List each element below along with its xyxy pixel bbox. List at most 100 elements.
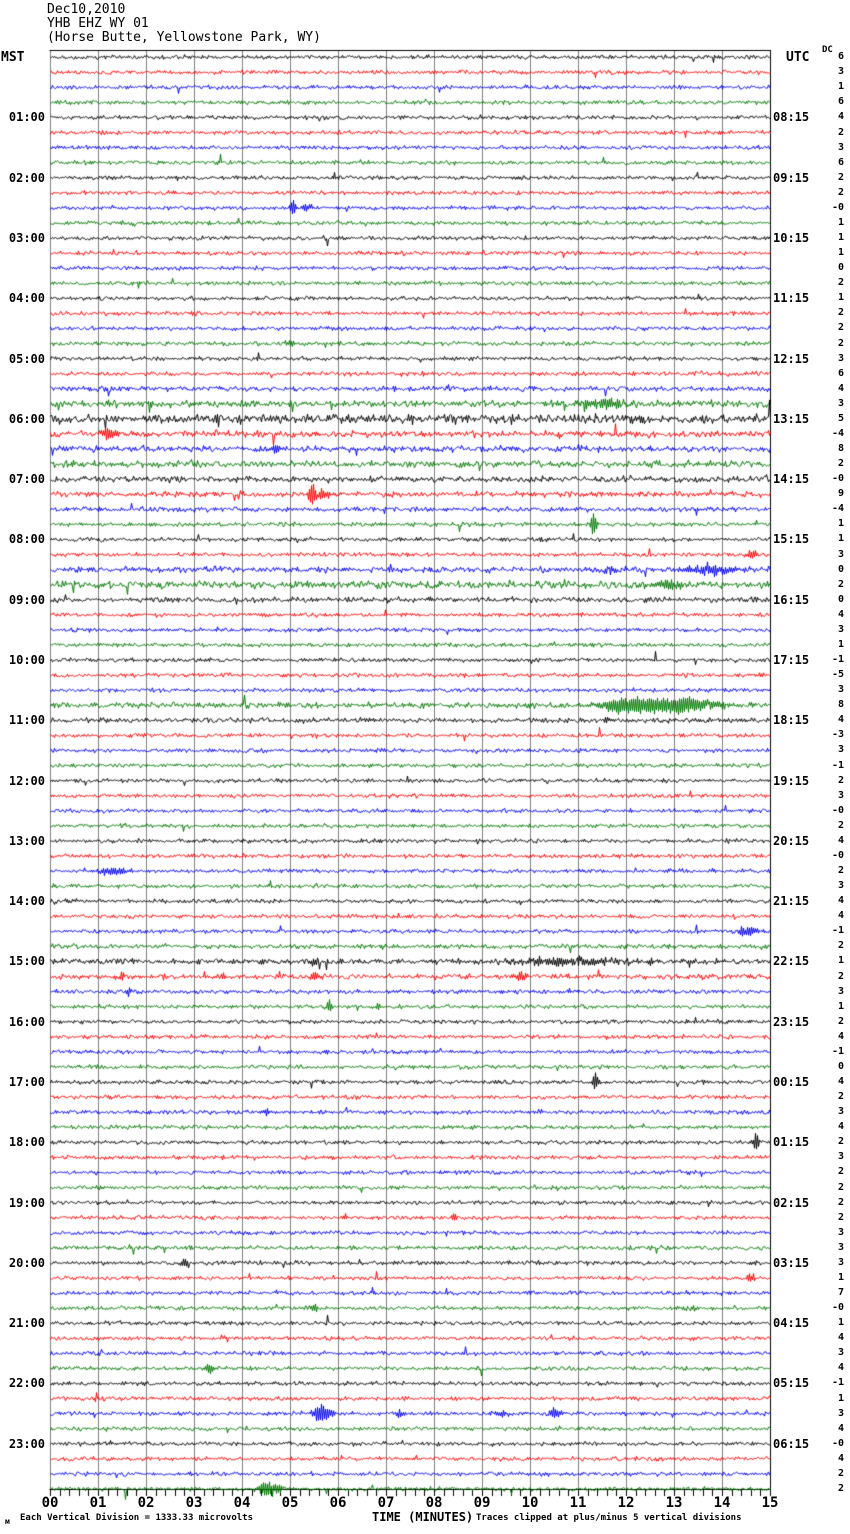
dc-value: 2 <box>837 1467 844 1479</box>
dc-value: 2 <box>837 940 844 952</box>
dc-value: 4 <box>837 834 844 846</box>
dc-value: 3 <box>837 548 844 560</box>
x-tick-label: 15 <box>761 1495 779 1511</box>
dc-value: 2 <box>837 307 844 319</box>
dc-value: 3 <box>837 1106 844 1118</box>
dc-value: 3 <box>837 66 844 78</box>
dc-value: -0 <box>831 804 844 816</box>
corner-mark: м <box>5 1517 10 1526</box>
dc-value: -1 <box>831 1045 844 1057</box>
left-time-label: 18:00 <box>8 1135 45 1150</box>
station-code-title: YHB EHZ WY 01 <box>47 16 149 31</box>
dc-value: 4 <box>837 1030 844 1042</box>
right-time-label: 14:15 <box>773 472 810 487</box>
right-time-label: 12:15 <box>773 351 810 366</box>
dc-value: -1 <box>831 1377 844 1389</box>
dc-value: 3 <box>837 985 844 997</box>
x-tick-label: 11 <box>569 1495 587 1511</box>
dc-value: 1 <box>837 292 844 304</box>
dc-value: 2 <box>837 186 844 198</box>
dc-value: 3 <box>837 352 844 364</box>
dc-value: 2 <box>837 1136 844 1148</box>
left-time-label: 16:00 <box>8 1014 45 1029</box>
x-tick-label: 07 <box>377 1495 395 1511</box>
dc-value: 2 <box>837 126 844 138</box>
dc-value: 1 <box>837 1317 844 1329</box>
dc-value: 4 <box>837 1332 844 1344</box>
dc-value: 6 <box>837 51 844 63</box>
left-time-label: 03:00 <box>8 231 45 246</box>
left-time-label: 01:00 <box>8 110 45 125</box>
dc-value: 4 <box>837 382 844 394</box>
station-location-title: (Horse Butte, Yellowstone Park, WY) <box>47 30 321 45</box>
dc-value: -1 <box>831 925 844 937</box>
dc-value: 3 <box>837 880 844 892</box>
right-time-label: 18:15 <box>773 713 810 728</box>
right-time-label: 22:15 <box>773 954 810 969</box>
dc-value: -4 <box>831 503 844 515</box>
x-tick-label: 08 <box>425 1495 443 1511</box>
dc-value: 8 <box>837 443 844 455</box>
x-tick-label: 03 <box>185 1495 203 1511</box>
left-time-label: 17:00 <box>8 1075 45 1090</box>
right-time-label: 08:15 <box>773 110 810 125</box>
right-time-label: 03:15 <box>773 1255 810 1270</box>
dc-value: -3 <box>831 729 844 741</box>
right-time-label: 10:15 <box>773 231 810 246</box>
right-time-label: 02:15 <box>773 1195 810 1210</box>
left-time-label: 08:00 <box>8 532 45 547</box>
dc-value: -0 <box>831 849 844 861</box>
dc-value: 3 <box>837 1407 844 1419</box>
dc-value: 2 <box>837 1015 844 1027</box>
dc-value: 1 <box>837 1392 844 1404</box>
left-time-label: 12:00 <box>8 773 45 788</box>
dc-value: 2 <box>837 865 844 877</box>
x-tick-label: 01 <box>89 1495 107 1511</box>
date-title: Dec10,2010 <box>47 2 126 17</box>
dc-value: 0 <box>837 1060 844 1072</box>
dc-value: 4 <box>837 895 844 907</box>
dc-value: 2 <box>837 578 844 590</box>
right-time-label: 16:15 <box>773 592 810 607</box>
x-tick-label: 09 <box>473 1495 491 1511</box>
x-tick-label: 04 <box>233 1495 251 1511</box>
right-time-label: 19:15 <box>773 773 810 788</box>
left-time-label: 23:00 <box>8 1436 45 1451</box>
dc-value: 3 <box>837 684 844 696</box>
dc-value: 2 <box>837 1181 844 1193</box>
left-time-label: 07:00 <box>8 472 45 487</box>
dc-value: 3 <box>837 397 844 409</box>
dc-value: 1 <box>837 533 844 545</box>
left-time-label: 13:00 <box>8 833 45 848</box>
left-time-label: 04:00 <box>8 291 45 306</box>
dc-value: 6 <box>837 367 844 379</box>
right-time-label: 21:15 <box>773 894 810 909</box>
dc-value: 3 <box>837 623 844 635</box>
dc-value: 2 <box>837 1166 844 1178</box>
dc-value: 7 <box>837 1287 844 1299</box>
dc-value: 3 <box>837 1256 844 1268</box>
dc-value: -5 <box>831 669 844 681</box>
dc-value: 2 <box>837 1196 844 1208</box>
dc-value: 8 <box>837 699 844 711</box>
right-time-label: 04:15 <box>773 1316 810 1331</box>
right-time-label: 05:15 <box>773 1376 810 1391</box>
right-time-label: 01:15 <box>773 1135 810 1150</box>
dc-value: 4 <box>837 1121 844 1133</box>
dc-value: 3 <box>837 744 844 756</box>
dc-value: -0 <box>831 201 844 213</box>
dc-value: 6 <box>837 156 844 168</box>
dc-value: 2 <box>837 1483 844 1494</box>
x-tick-label: 14 <box>713 1495 731 1511</box>
right-time-label: 09:15 <box>773 170 810 185</box>
dc-value: 2 <box>837 774 844 786</box>
dc-value: 1 <box>837 216 844 228</box>
left-time-label: 05:00 <box>8 351 45 366</box>
left-time-label: 06:00 <box>8 411 45 426</box>
dc-value: 2 <box>837 322 844 334</box>
dc-value: -1 <box>831 759 844 771</box>
dc-value: 3 <box>837 1226 844 1238</box>
dc-value: -0 <box>831 473 844 485</box>
x-axis-title: TIME (MINUTES) <box>372 1510 474 1524</box>
